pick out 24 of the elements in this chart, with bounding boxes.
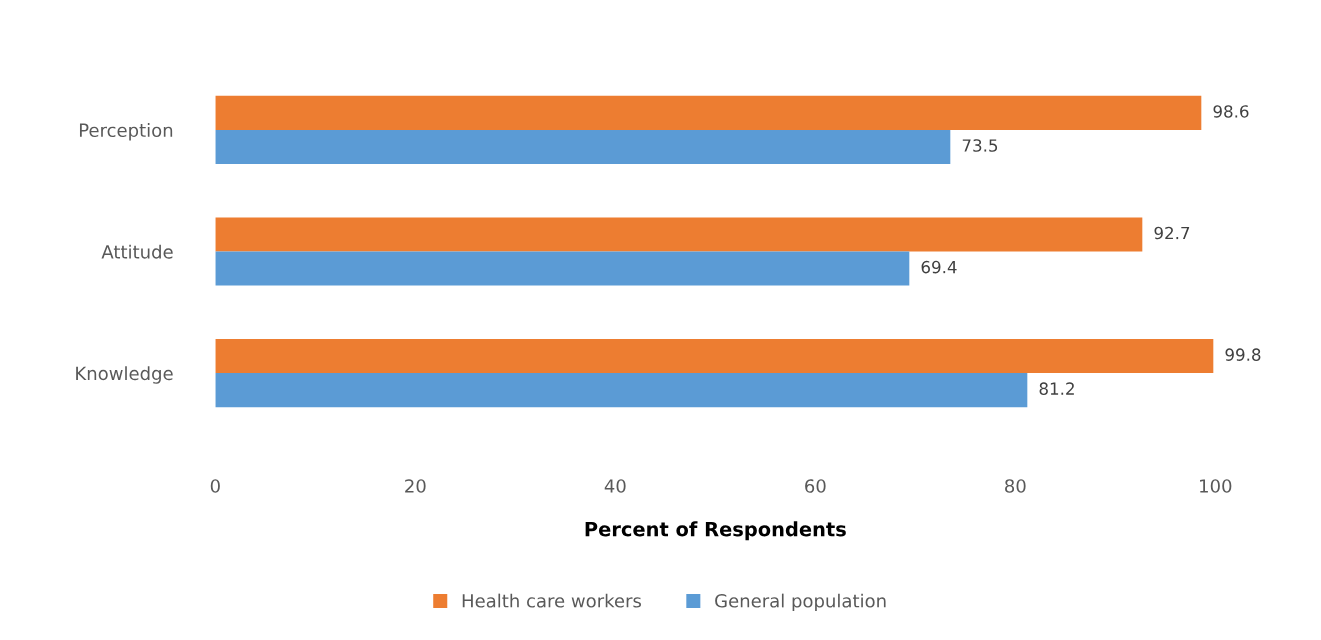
data-label: 69.4 (921, 260, 957, 274)
x-tick-label: 60 (805, 479, 826, 493)
bar (215, 251, 910, 286)
bar (215, 373, 1028, 408)
data-label: 99.8 (1225, 348, 1261, 361)
legend-label: General population (715, 593, 886, 612)
bar (215, 95, 1202, 130)
bar (215, 217, 1143, 252)
x-tick-label: 100 (1200, 479, 1232, 493)
legend-label: Health care workers (462, 593, 641, 608)
data-label: 92.7 (1154, 226, 1190, 240)
x-tick-label: 80 (1005, 479, 1026, 493)
y-tick-label: Attitude (101, 244, 173, 259)
y-tick-label: Perception (79, 123, 173, 141)
data-label: 73.5 (962, 139, 998, 152)
x-axis-title: Percent of Respondents (585, 521, 846, 541)
bar (215, 339, 1214, 374)
y-tick-label: Knowledge (76, 366, 173, 384)
data-label: 98.6 (1213, 105, 1249, 118)
x-tick-label: 0 (210, 479, 220, 493)
x-tick-label: 20 (405, 479, 426, 493)
x-tick-label: 40 (604, 479, 626, 493)
data-label: 81.2 (1039, 382, 1074, 395)
bar (215, 129, 951, 164)
